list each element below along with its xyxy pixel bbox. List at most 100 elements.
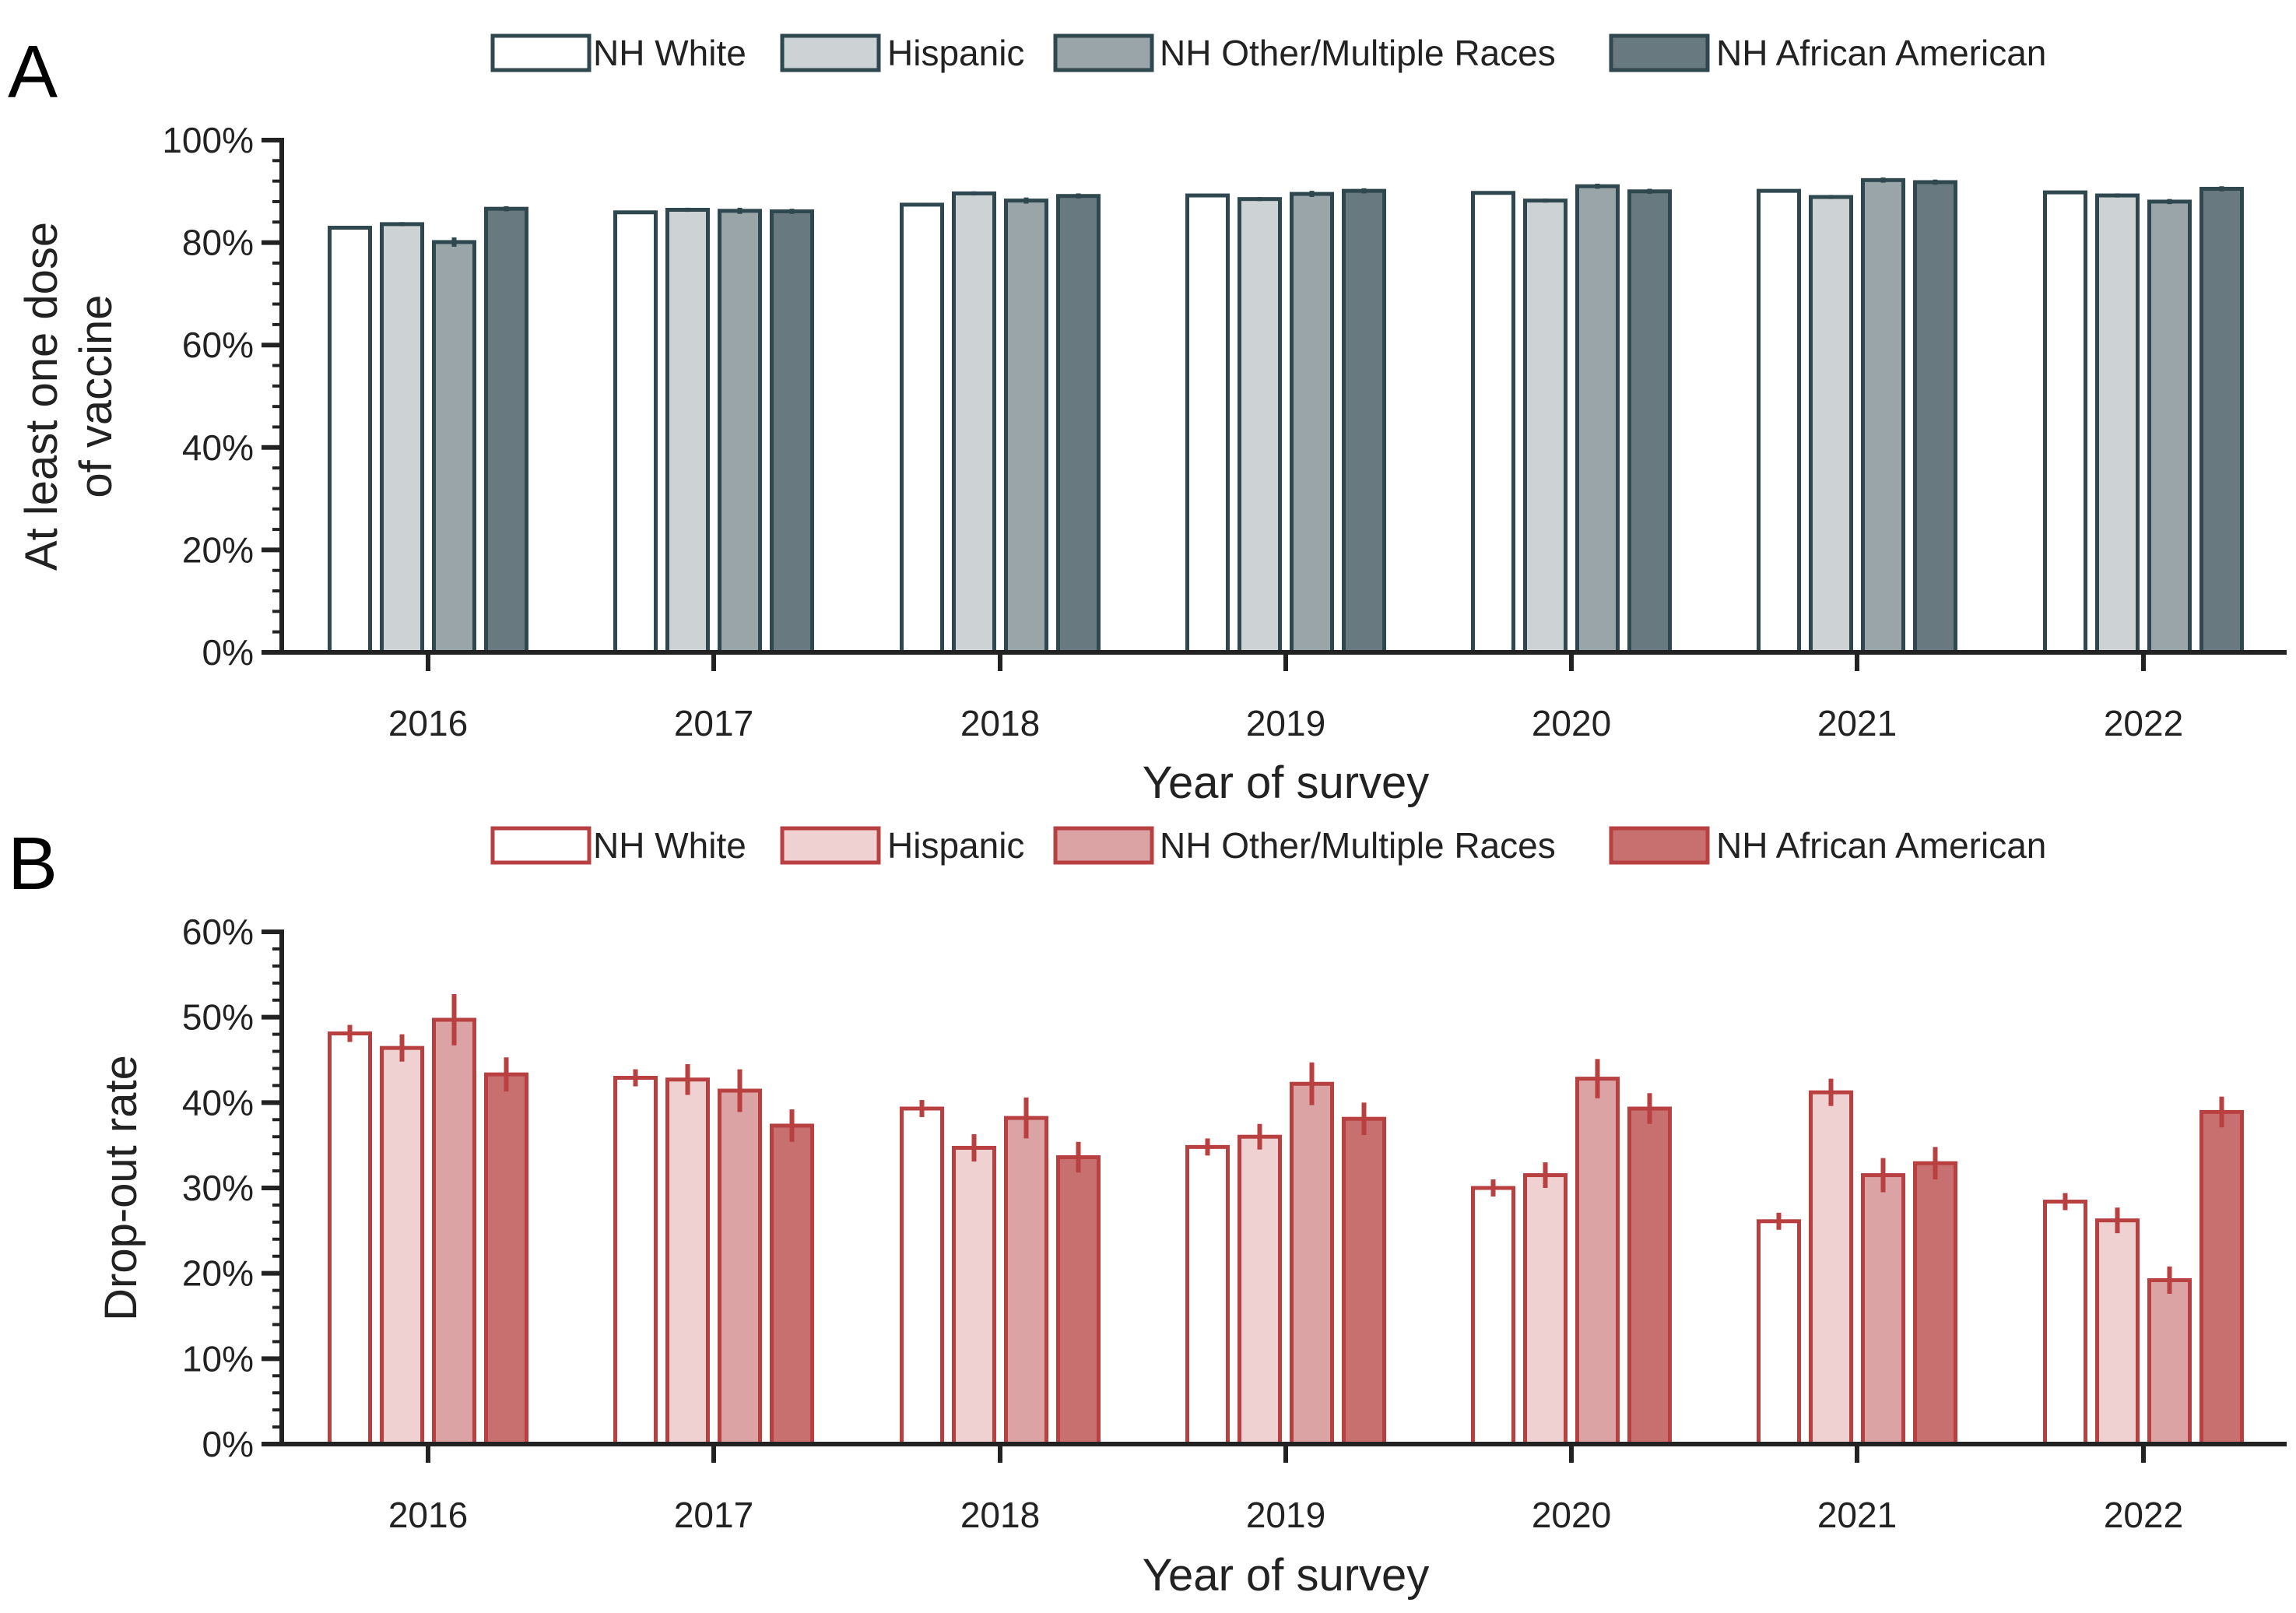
legend-swatch-3 — [1609, 33, 1710, 72]
bar-2017-series-2 — [718, 1088, 762, 1446]
y-axis-title-line-0: At least one dose — [16, 222, 67, 571]
bar-2020-series-2 — [1575, 1077, 1620, 1446]
bar-2019-series-0 — [1185, 193, 1230, 655]
bar-2017-series-1 — [665, 1077, 710, 1446]
y-tick-label: 0% — [202, 1424, 254, 1464]
bar-2020-series-1 — [1523, 1173, 1568, 1446]
bar-2022-series-2 — [2147, 199, 2192, 655]
bar-2021-series-2 — [1861, 1173, 1905, 1446]
y-tick-label: 40% — [182, 1082, 254, 1123]
x-tick-label: 2020 — [1532, 1495, 1611, 1535]
bar-2019-series-2 — [1290, 192, 1334, 655]
x-tick-label: 2019 — [1246, 1495, 1325, 1535]
bar-2021-series-2 — [1861, 177, 1905, 655]
bar-2022-series-1 — [2095, 1218, 2140, 1446]
bar-2020-series-0 — [1471, 1186, 1515, 1446]
panel-b-dropout-chart: NH White Hispanic NH Other/Multiple Races N… — [96, 825, 2287, 1601]
x-tick-label: 2018 — [960, 703, 1040, 743]
bar-2020-series-2 — [1575, 184, 1620, 655]
bar-2022-series-3 — [2199, 1109, 2244, 1446]
y-tick-label: 100% — [162, 120, 254, 160]
x-tick-label: 2018 — [960, 1495, 1040, 1535]
bar-2017-series-0 — [613, 210, 658, 655]
bar-2021-series-0 — [1757, 1219, 1801, 1446]
bar-2016-series-1 — [380, 1045, 424, 1446]
legend-label-0: NH White — [593, 825, 746, 866]
bar-2016-series-0 — [328, 1031, 372, 1446]
bar-2022-series-0 — [2043, 1200, 2087, 1446]
bar-2021-series-1 — [1809, 1090, 1853, 1446]
y-tick-label: 80% — [182, 223, 254, 263]
x-axis-title: Year of survey — [1143, 1550, 1430, 1601]
bar-2018-series-3 — [1056, 1155, 1101, 1446]
bar-2020-series-0 — [1471, 191, 1515, 655]
y-tick-label: 40% — [182, 427, 254, 468]
y-axis-title-line-1: of vaccine — [71, 294, 121, 497]
x-tick-label: 2022 — [2104, 703, 2183, 743]
x-tick-label: 2019 — [1246, 703, 1325, 743]
bar-2022-series-0 — [2043, 190, 2087, 655]
bar-2016-series-3 — [484, 1072, 528, 1446]
bar-2021-series-1 — [1809, 195, 1853, 655]
x-tick-label: 2016 — [388, 703, 468, 743]
legend-label-3: NH African American — [1716, 33, 2046, 73]
bar-2022-series-1 — [2095, 193, 2140, 655]
legend-label-0: NH White — [593, 33, 746, 73]
bar-2018-series-1 — [952, 191, 996, 655]
legend-swatch-2 — [1053, 33, 1154, 72]
legend-label-1: Hispanic — [887, 33, 1024, 73]
panel-letter-a: A — [8, 30, 58, 114]
legend-label-2: NH Other/Multiple Races — [1160, 825, 1556, 866]
legend-swatch-1 — [780, 826, 881, 865]
bar-2016-series-2 — [432, 1017, 476, 1446]
panel-letter-b: B — [8, 822, 58, 905]
x-tick-label: 2020 — [1532, 703, 1611, 743]
y-tick-label: 20% — [182, 529, 254, 570]
bar-2016-series-2 — [432, 240, 476, 655]
bar-2020-series-3 — [1627, 1106, 1672, 1446]
y-tick-label: 60% — [182, 325, 254, 365]
bar-2021-series-3 — [1913, 1161, 1957, 1446]
y-tick-label: 50% — [182, 997, 254, 1038]
legend-swatch-0 — [490, 826, 592, 865]
bar-2017-series-3 — [770, 1123, 814, 1446]
bar-2017-series-0 — [613, 1076, 658, 1446]
y-axis-title-line-0: Drop-out rate — [96, 1055, 146, 1321]
bar-2019-series-3 — [1342, 1116, 1386, 1446]
bar-2019-series-2 — [1290, 1081, 1334, 1446]
legend-swatch-2 — [1053, 826, 1154, 865]
legend-swatch-3 — [1609, 826, 1710, 865]
x-tick-label: 2017 — [674, 1495, 753, 1535]
legend-swatch-1 — [780, 33, 881, 72]
bar-2018-series-0 — [900, 202, 944, 655]
x-tick-label: 2022 — [2104, 1495, 2183, 1535]
panel-a-vaccination-chart: NH White Hispanic NH Other/Multiple Races N… — [16, 33, 2287, 808]
bar-2021-series-3 — [1913, 180, 1957, 655]
bar-2017-series-3 — [770, 209, 814, 655]
y-tick-label: 30% — [182, 1168, 254, 1208]
bar-2016-series-3 — [484, 206, 528, 655]
bar-2016-series-0 — [328, 226, 372, 655]
bar-2021-series-0 — [1757, 188, 1801, 655]
bar-2017-series-1 — [665, 207, 710, 655]
bar-2018-series-2 — [1004, 199, 1048, 655]
legend-label-2: NH Other/Multiple Races — [1160, 33, 1556, 73]
bar-2020-series-1 — [1523, 199, 1568, 655]
legend-label-3: NH African American — [1716, 825, 2046, 866]
legend-label-1: Hispanic — [887, 825, 1024, 866]
bar-2018-series-1 — [952, 1145, 996, 1446]
x-tick-label: 2021 — [1817, 1495, 1897, 1535]
bar-2022-series-2 — [2147, 1277, 2192, 1446]
legend-swatch-0 — [490, 33, 592, 72]
y-tick-label: 60% — [182, 912, 254, 952]
bar-2020-series-3 — [1627, 189, 1672, 655]
bar-2022-series-3 — [2199, 187, 2244, 655]
bar-2019-series-1 — [1238, 1134, 1282, 1446]
bar-2019-series-0 — [1185, 1144, 1230, 1446]
bar-2016-series-1 — [380, 222, 424, 655]
bar-2019-series-1 — [1238, 197, 1282, 655]
bar-2018-series-0 — [900, 1106, 944, 1446]
bar-2017-series-2 — [718, 209, 762, 655]
bar-2018-series-2 — [1004, 1116, 1048, 1446]
